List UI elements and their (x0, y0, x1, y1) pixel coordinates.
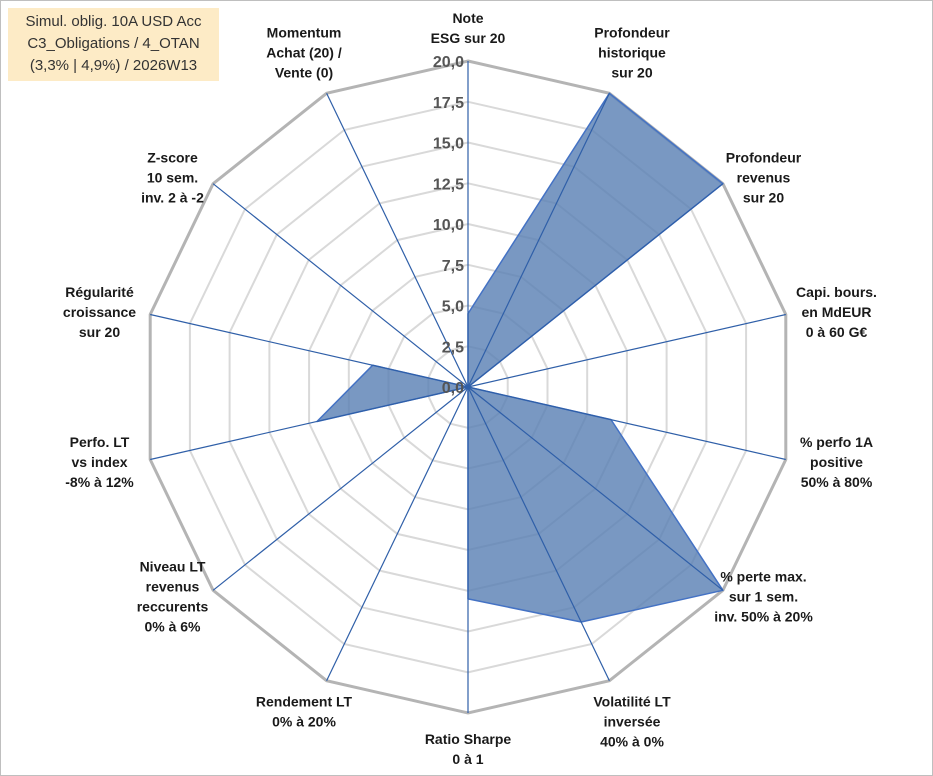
radar-axis-label-line: sur 1 sem. (729, 589, 798, 605)
radar-axis-label-line: revenus (146, 579, 200, 595)
radar-axis-label-line: Ratio Sharpe (425, 731, 512, 747)
radar-tick-label: 5,0 (442, 299, 464, 316)
radar-axis-label-line: reccurents (137, 599, 209, 615)
radar-axis-label-line: inv. 50% à 20% (714, 609, 813, 625)
radar-tick-label: 15,0 (433, 136, 464, 153)
radar-axis-label-line: 0% à 6% (144, 619, 201, 635)
radar-tick-label: 0,0 (442, 380, 464, 397)
radar-axis-label-line: croissance (63, 304, 136, 320)
radar-spokes (150, 61, 786, 713)
radar-axis-label-line: 40% à 0% (600, 734, 664, 750)
radar-axis-label: Profondeur historique sur 20 (594, 24, 670, 80)
radar-axis-label-line: en MdEUR (802, 304, 872, 320)
radar-axis-label-line: 50% à 80% (801, 474, 873, 490)
info-line: (3,3% | 4,9%) / 2026W13 (29, 57, 198, 74)
radar-axis-label-line: sur 20 (79, 324, 120, 340)
radar-axis-label-line: sur 20 (743, 190, 784, 206)
radar-spoke (467, 386, 786, 461)
radar-axis-label-line: 0 à 60 G€ (806, 324, 868, 340)
radar-axis-label-line: inversée (604, 714, 661, 730)
info-box: Simul. oblig. 10A USD Acc C3_Obligations… (8, 8, 219, 81)
radar-spoke (326, 386, 469, 681)
radar-axis-label-line: inv. 2 à -2 (141, 190, 204, 206)
radar-spoke (467, 93, 610, 388)
radar-axis-label: Momentum Achat (20) / Vente (0) (266, 24, 342, 80)
radar-axis-label-line: revenus (737, 170, 791, 186)
radar-axis-label: Profondeur revenus sur 20 (726, 150, 802, 206)
radar-axis-labels: Note ESG sur 20 Profondeur historique sur 20… (63, 10, 877, 767)
radar-axis-label-line: % perte max. (720, 569, 806, 585)
info-line: Simul. oblig. 10A USD Acc (25, 13, 202, 30)
radar-spoke (326, 93, 469, 388)
radar-axis-label-line: ESG sur 20 (431, 30, 506, 46)
radar-axis-label: Z-score 10 sem. inv. 2 à -2 (141, 150, 204, 206)
radar-axis-label-line: 0 à 1 (452, 751, 483, 767)
radar-axis-label-line: Perfo. LT (70, 434, 130, 450)
radar-spoke (150, 313, 469, 388)
radar-spoke (212, 386, 469, 591)
radar-axis-label-line: % perfo 1A (800, 434, 873, 450)
radar-series (316, 92, 724, 623)
radar-axis-label: Ratio Sharpe 0 à 1 (425, 731, 512, 767)
radar-axis-label-line: Régularité (65, 284, 134, 300)
radar-series-area (316, 92, 724, 623)
radar-tick-label: 7,5 (442, 258, 464, 275)
info-line: C3_Obligations / 4_OTAN (27, 35, 200, 52)
radar-axis-label: Perfo. LT vs index -8% à 12% (65, 434, 134, 490)
radar-axis-label-line: positive (810, 454, 863, 470)
radar-axis-label: Régularité croissance sur 20 (63, 284, 136, 340)
radar-axis-label-line: Note (452, 10, 483, 26)
radar-spoke (467, 386, 610, 681)
radar-spoke (467, 386, 724, 591)
radar-axis-label: % perte max. sur 1 sem. inv. 50% à 20% (714, 569, 813, 625)
radar-axis-label-line: Vente (0) (275, 64, 333, 80)
radar-tick-label: 20,0 (433, 54, 464, 71)
radar-axis-label: % perfo 1A positive 50% à 80% (800, 434, 873, 490)
radar-axis-label-line: -8% à 12% (65, 474, 134, 490)
radar-axis-label-line: Rendement LT (256, 694, 353, 710)
radar-axis-label-line: vs index (71, 454, 127, 470)
radar-axis-label-line: Z-score (147, 150, 198, 166)
radar-axis-label: Note ESG sur 20 (431, 10, 506, 46)
radar-tick-label: 12,5 (433, 176, 464, 193)
radar-axis-label-line: sur 20 (611, 64, 652, 80)
radar-axis-label-line: 0% à 20% (272, 714, 336, 730)
radar-axis-label-line: Niveau LT (140, 559, 206, 575)
radar-axis-label: Volatilité LT inversée 40% à 0% (593, 694, 671, 750)
radar-axis-label: Capi. bours. en MdEUR 0 à 60 G€ (796, 284, 877, 340)
radar-axis-label-line: Achat (20) / (266, 44, 342, 60)
radar-axis-label-line: Profondeur (726, 150, 802, 166)
radar-spoke (467, 313, 786, 388)
radar-axis-label: Rendement LT 0% à 20% (256, 694, 353, 730)
radar-axis-label-line: Profondeur (594, 24, 670, 40)
radar-axis-label-line: Volatilité LT (593, 694, 671, 710)
radar-axis-label-line: Capi. bours. (796, 284, 877, 300)
radar-axis-label: Niveau LT revenus reccurents 0% à 6% (137, 559, 209, 635)
radar-spoke (212, 183, 469, 388)
radar-axis-label-line: historique (598, 44, 666, 60)
radar-tick-label: 2,5 (442, 339, 464, 356)
radar-spoke (150, 386, 469, 461)
radar-tick-label: 10,0 (433, 217, 464, 234)
radar-tick-labels: 0,0 2,5 5,0 7,5 10,0 12,5 15,0 17,5 20,0 (433, 54, 464, 397)
radar-tick-label: 17,5 (433, 95, 464, 112)
radar-axis-label-line: 10 sem. (147, 170, 198, 186)
radar-spoke (467, 183, 724, 388)
radar-axis-label-line: Momentum (267, 24, 342, 40)
